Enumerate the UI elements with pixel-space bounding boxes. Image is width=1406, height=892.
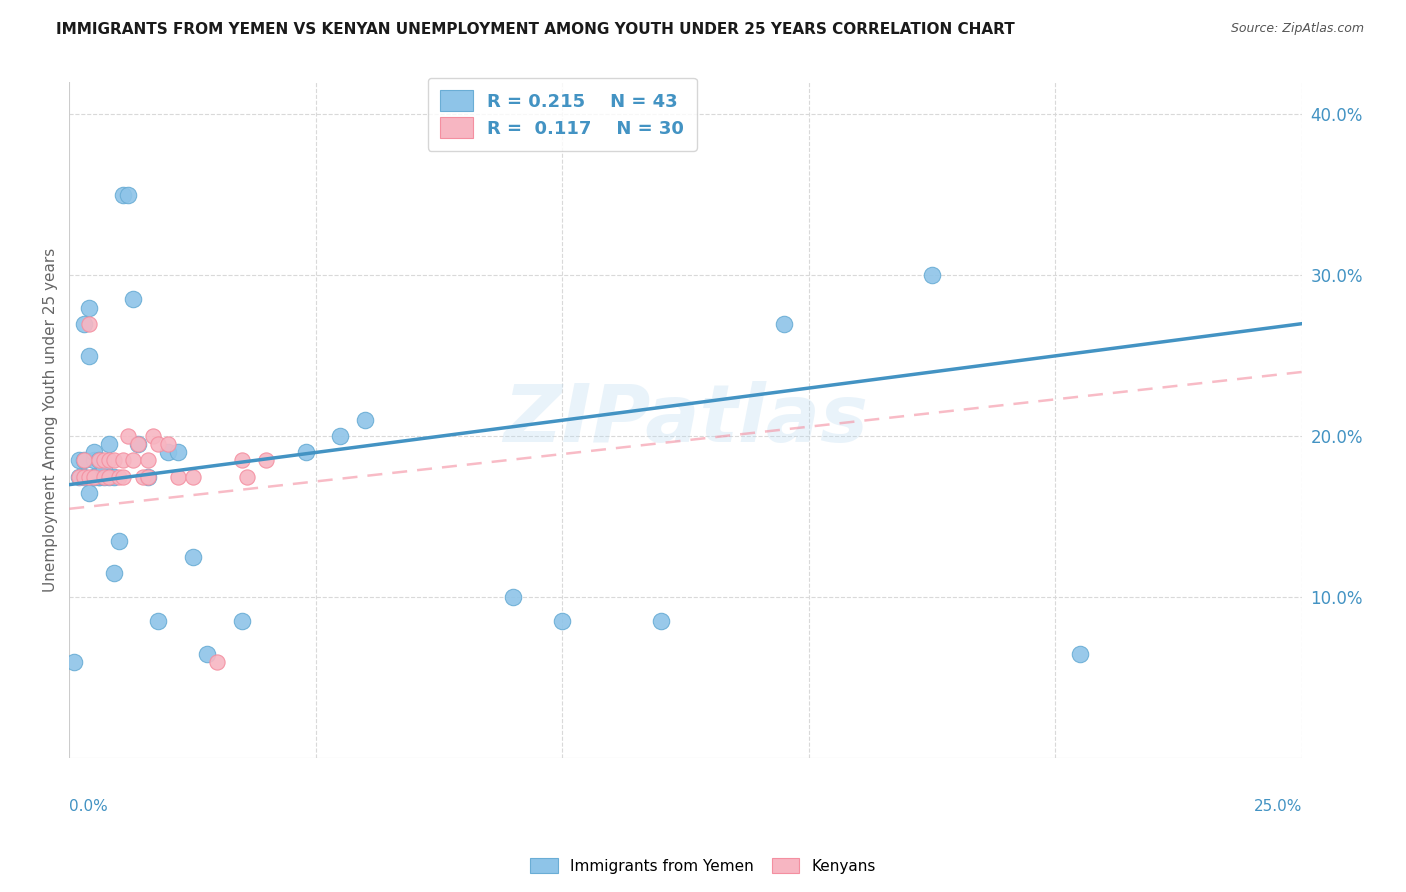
Point [73, 453, 96, 467]
Point [73, 317, 96, 331]
Point [93, 469, 115, 483]
Point [93, 469, 115, 483]
Point [73, 469, 96, 483]
Point [93, 461, 115, 475]
Point [295, 445, 318, 459]
Point [117, 429, 139, 443]
Point [136, 453, 159, 467]
Point [231, 615, 253, 629]
Point [87, 453, 110, 467]
Text: ZIPatlas: ZIPatlas [503, 381, 868, 459]
Text: Source: ZipAtlas.com: Source: ZipAtlas.com [1230, 22, 1364, 36]
Point [83, 469, 105, 483]
Point [127, 437, 149, 451]
Point [73, 469, 96, 483]
Y-axis label: Unemployment Among Youth under 25 years: Unemployment Among Youth under 25 years [44, 248, 58, 592]
Point [502, 591, 524, 605]
Point [166, 445, 188, 459]
Point [921, 268, 943, 283]
Point [127, 437, 149, 451]
Point [112, 187, 135, 202]
Point [93, 453, 115, 467]
Point [77, 317, 100, 331]
Point [551, 615, 574, 629]
Point [73, 453, 96, 467]
Point [181, 550, 204, 565]
Point [329, 429, 352, 443]
Point [77, 349, 100, 363]
Point [195, 647, 218, 661]
Point [181, 469, 204, 483]
Point [97, 469, 120, 483]
Point [122, 293, 145, 307]
Point [83, 469, 105, 483]
Point [77, 485, 100, 500]
Point [132, 469, 155, 483]
Point [97, 469, 120, 483]
Text: 25.0%: 25.0% [1254, 799, 1302, 814]
Point [103, 453, 125, 467]
Point [63, 655, 86, 669]
Point [87, 469, 110, 483]
Point [1069, 647, 1091, 661]
Point [103, 469, 125, 483]
Text: IMMIGRANTS FROM YEMEN VS KENYAN UNEMPLOYMENT AMONG YOUTH UNDER 25 YEARS CORRELAT: IMMIGRANTS FROM YEMEN VS KENYAN UNEMPLOY… [56, 22, 1015, 37]
Point [205, 655, 228, 669]
Point [87, 453, 110, 467]
Point [112, 453, 135, 467]
Point [650, 615, 672, 629]
Point [231, 453, 253, 467]
Point [122, 453, 145, 467]
Text: 0.0%: 0.0% [69, 799, 108, 814]
Point [773, 317, 796, 331]
Point [146, 615, 169, 629]
Point [67, 453, 90, 467]
Point [97, 453, 120, 467]
Point [87, 469, 110, 483]
Point [117, 187, 139, 202]
Point [107, 534, 129, 549]
Point [354, 413, 377, 427]
Point [83, 469, 105, 483]
Point [97, 437, 120, 451]
Point [83, 453, 105, 467]
Point [107, 469, 129, 483]
Point [236, 469, 259, 483]
Point [136, 469, 159, 483]
Point [146, 437, 169, 451]
Point [166, 469, 188, 483]
Point [142, 429, 165, 443]
Point [77, 301, 100, 315]
Point [156, 437, 179, 451]
Point [103, 566, 125, 581]
Point [256, 453, 278, 467]
Point [156, 445, 179, 459]
Point [112, 469, 135, 483]
Legend: R = 0.215    N = 43, R =  0.117    N = 30: R = 0.215 N = 43, R = 0.117 N = 30 [427, 78, 697, 151]
Point [136, 469, 159, 483]
Point [67, 469, 90, 483]
Point [77, 469, 100, 483]
Point [67, 469, 90, 483]
Legend: Immigrants from Yemen, Kenyans: Immigrants from Yemen, Kenyans [524, 852, 882, 880]
Point [83, 445, 105, 459]
